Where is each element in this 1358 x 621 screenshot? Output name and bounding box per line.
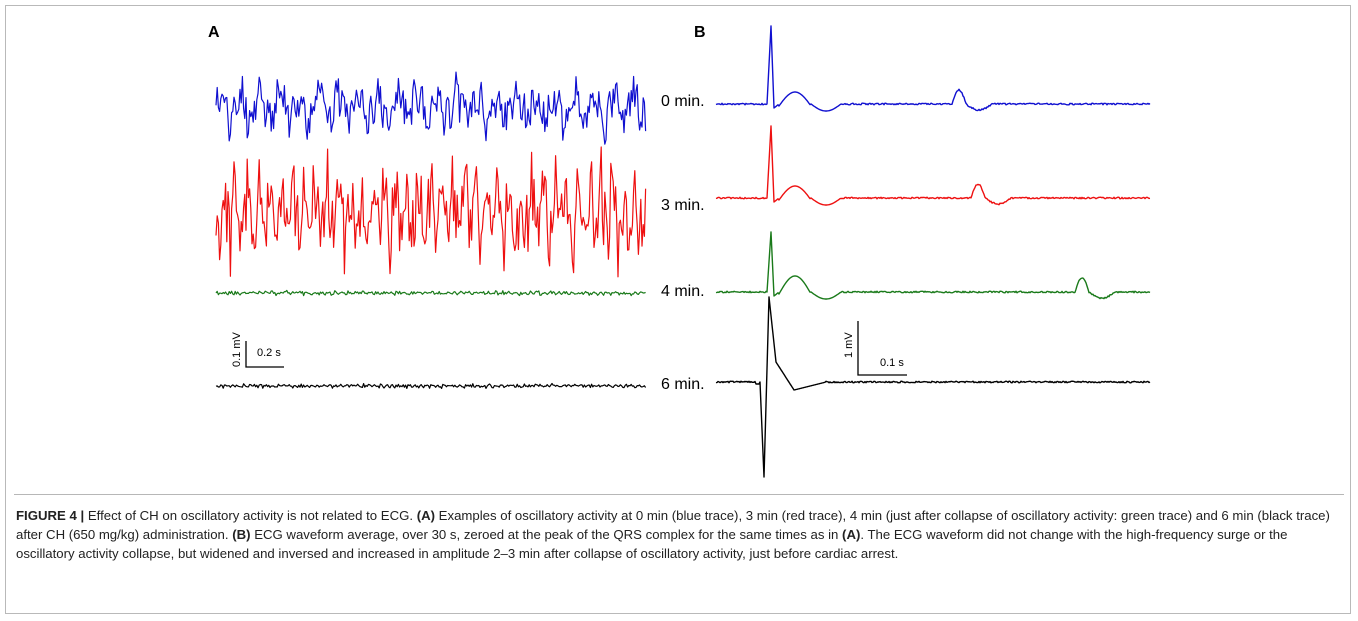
panel-a-amplitude-label: 0.1 mV xyxy=(231,331,243,367)
trace-b-6min xyxy=(715,296,1151,478)
trace-b-4min xyxy=(715,231,1151,300)
panel-b-time-label: 0.1 s xyxy=(880,357,904,369)
trace-label-3min: 3 min. xyxy=(661,197,705,214)
trace-b-0min xyxy=(715,25,1151,112)
trace-label-4min: 4 min. xyxy=(661,283,705,300)
figure-traces: 0.1 mV 0.2 s 1 mV 0.1 s xyxy=(215,25,1151,478)
caption-text-4: . The ECG waveform did not change with t… xyxy=(16,527,1288,561)
panel-b-label: B xyxy=(694,24,706,41)
caption-ref-a: (A) xyxy=(416,508,436,523)
panel-b-amplitude-label: 1 mV xyxy=(843,332,855,358)
figure-frame xyxy=(5,5,1351,614)
trace-b-3min xyxy=(715,125,1151,206)
caption-text-3: ECG waveform average, over 30 s, zeroed … xyxy=(250,527,843,542)
figure-caption: FIGURE 4 | Effect of CH on oscillatory a… xyxy=(16,506,1340,563)
caption-divider xyxy=(14,494,1344,495)
caption-figure-label: FIGURE 4 | xyxy=(16,508,85,523)
panel-a-oscillations xyxy=(215,71,647,389)
trace-a-4min xyxy=(215,289,646,297)
panel-a-label: A xyxy=(208,24,220,41)
panel-a-time-label: 0.2 s xyxy=(257,347,281,359)
panel-b-scale-bar: 1 mV 0.1 s xyxy=(843,321,907,376)
trace-a-6min xyxy=(215,382,647,389)
caption-text-1: Effect of CH on oscillatory activity is … xyxy=(84,508,417,523)
caption-ref-a-2: (A) xyxy=(842,527,861,542)
trace-label-6min: 6 min. xyxy=(661,376,705,393)
trace-label-0min: 0 min. xyxy=(661,93,705,110)
caption-text-2: Examples of oscillatory activity at 0 mi… xyxy=(16,508,1330,542)
caption-ref-b: (B) xyxy=(232,527,251,542)
trace-a-0min xyxy=(215,71,647,145)
panel-b-ecg xyxy=(715,25,1151,478)
panel-a-scale-bar: 0.1 mV 0.2 s xyxy=(231,331,284,368)
trace-a-3min xyxy=(215,146,647,278)
